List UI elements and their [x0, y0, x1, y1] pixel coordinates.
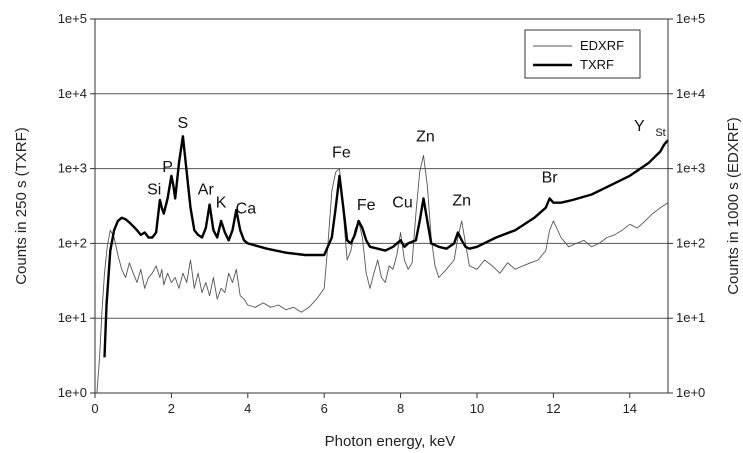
- legend-label-edxrf: EDXRF: [580, 38, 624, 53]
- y-tick-label-right: 1e+2: [676, 235, 705, 250]
- y-tick-label-left: 1e+0: [58, 385, 87, 400]
- peak-label: Zn: [452, 193, 471, 210]
- peak-label: S: [178, 115, 189, 132]
- peak-label: Fe: [357, 197, 376, 214]
- peak-label-subscript: St: [655, 127, 665, 139]
- peak-label: P: [162, 159, 173, 176]
- y-axis-title-left: Counts in 250 s (TXRF): [13, 127, 30, 285]
- x-tick-label: 14: [623, 401, 637, 416]
- x-tick-label: 12: [546, 401, 560, 416]
- y-axis-title-right: Counts in 1000 s (EDXRF): [725, 117, 742, 295]
- axis-ticks: 1e+0 1e+0 1e+1 1e+1 1e+2 1e+2 1e+3 1e+3 1e+4 1e+4…: [58, 11, 706, 416]
- legend: EDXRF TXRF: [524, 29, 641, 79]
- peak-label: Ca: [236, 201, 257, 218]
- peak-label: Fe: [332, 145, 351, 162]
- y-tick-label-left: 1e+5: [58, 11, 87, 26]
- peak-label: Zn: [416, 129, 435, 146]
- peak-annotations: SiP S ArK Ca Fe Fe Cu Zn Zn Br Y St: [147, 115, 666, 218]
- x-tick-label: 2: [168, 401, 175, 416]
- legend-label-txrf: TXRF: [580, 57, 614, 72]
- y-tick-label-right: 1e+3: [676, 161, 705, 176]
- x-tick-label: 10: [470, 401, 484, 416]
- y-tick-label-right: 1e+1: [676, 310, 705, 325]
- peak-label: K: [216, 195, 227, 212]
- y-tick-label-right: 1e+4: [676, 86, 705, 101]
- x-tick-label: 6: [321, 401, 328, 416]
- y-tick-label-right: 1e+0: [676, 385, 705, 400]
- series-line-txrf: [103, 135, 669, 358]
- x-tick-label: 0: [91, 401, 98, 416]
- y-tick-label-left: 1e+3: [58, 161, 87, 176]
- grid-lines: [95, 93, 668, 319]
- peak-label: Y: [634, 118, 645, 135]
- x-tick-label: 4: [244, 401, 251, 416]
- x-axis-title: Photon energy, keV: [325, 433, 456, 450]
- legend-box: [524, 29, 641, 79]
- y-tick-label-left: 1e+2: [58, 235, 87, 250]
- series-lines: [96, 135, 669, 394]
- peak-label: Br: [542, 170, 559, 187]
- y-tick-label-right: 1e+5: [676, 11, 705, 26]
- peak-label: Ar: [198, 182, 215, 199]
- y-tick-label-left: 1e+1: [58, 310, 87, 325]
- y-tick-label-left: 1e+4: [58, 86, 87, 101]
- plot-frame: [94, 18, 669, 394]
- x-tick-label: 8: [397, 401, 404, 416]
- series-line-edxrf: [96, 154, 669, 394]
- peak-label: Si: [147, 182, 161, 199]
- peak-label: Cu: [392, 195, 412, 212]
